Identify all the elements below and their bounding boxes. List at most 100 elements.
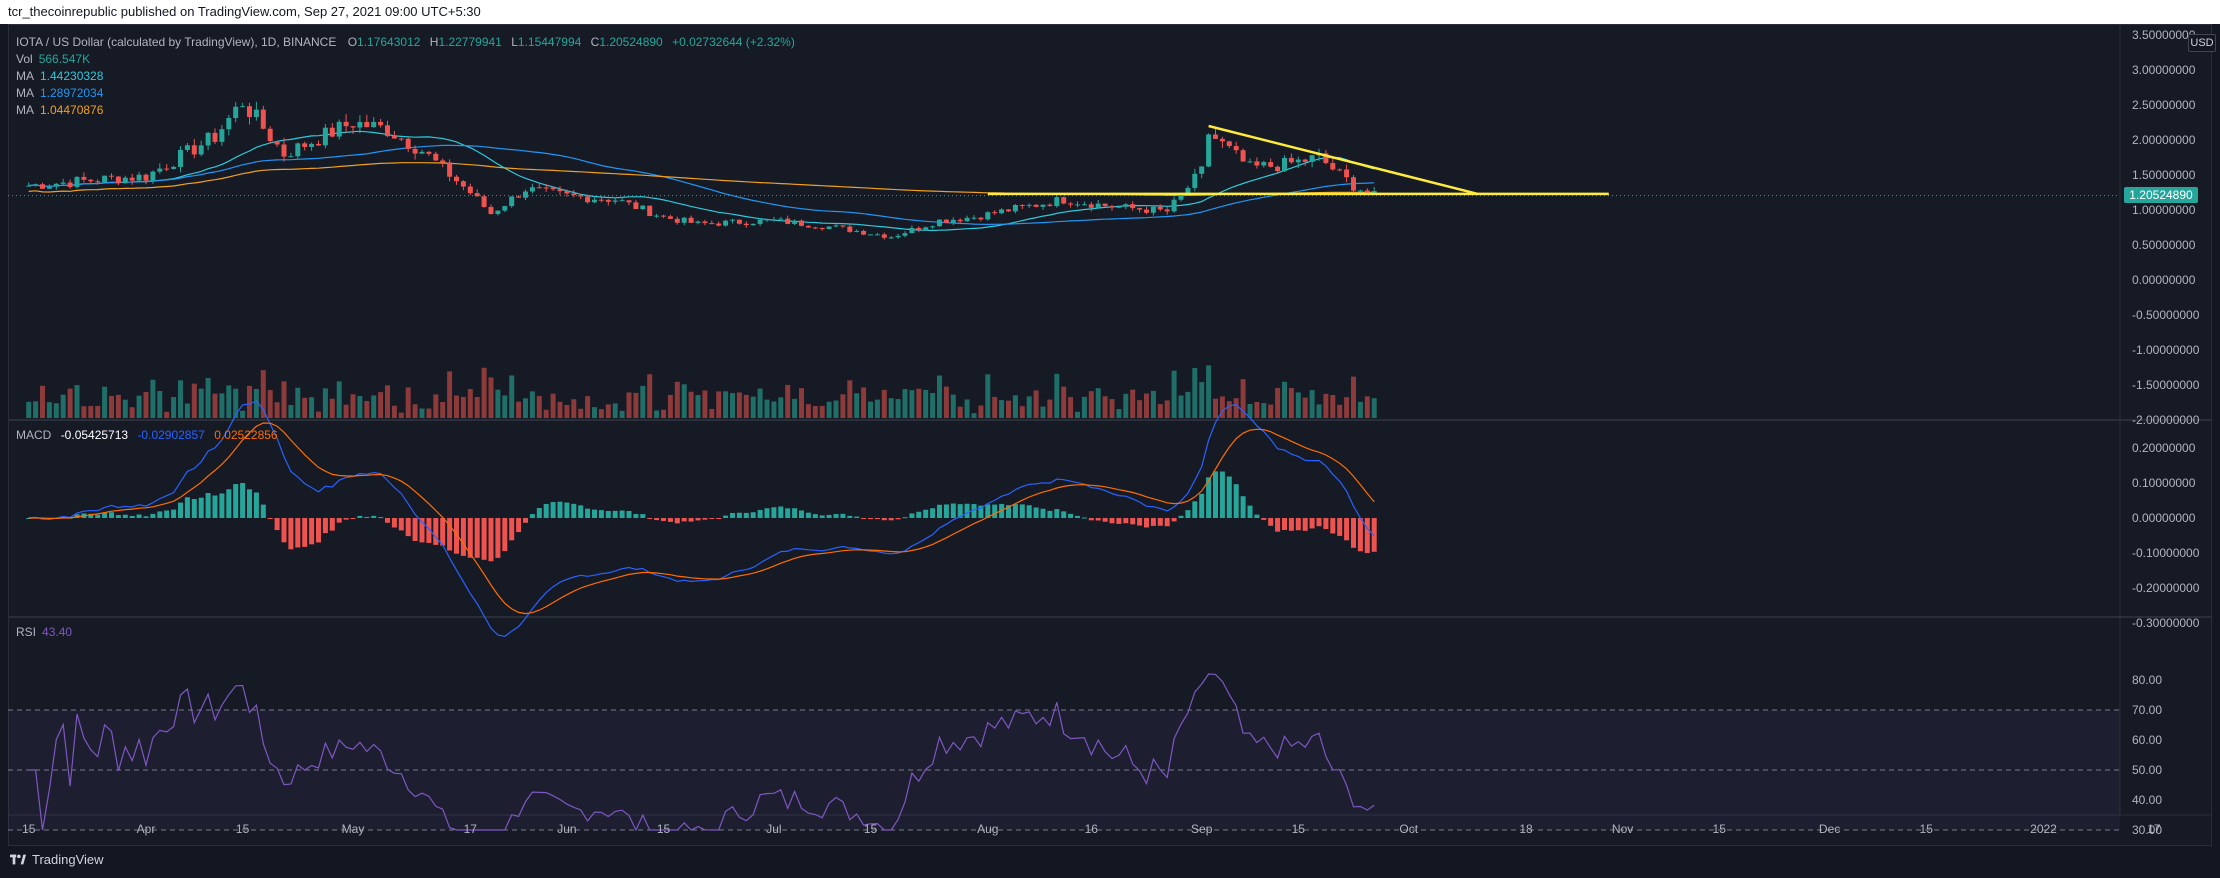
macd-histogram-bar xyxy=(1219,471,1225,518)
ma3-legend: MA 1.04470876 xyxy=(16,102,103,119)
volume-bar xyxy=(964,399,970,418)
macd-histogram-bar xyxy=(474,518,480,558)
macd-histogram-bar xyxy=(633,513,639,518)
candle xyxy=(67,182,73,187)
volume-bar xyxy=(937,375,942,418)
volume-bar xyxy=(1364,396,1370,418)
candle xyxy=(536,187,542,189)
macd-histogram-bar xyxy=(1033,507,1039,518)
volume-bar xyxy=(433,394,439,418)
volume-bar xyxy=(895,399,901,418)
macd-histogram-bar xyxy=(1150,518,1156,526)
volume-bar xyxy=(198,388,204,418)
macd-tick-label: 0.00000000 xyxy=(2132,511,2196,525)
volume-bar xyxy=(1261,403,1267,418)
macd-histogram-bar xyxy=(157,511,163,518)
macd-histogram-bar xyxy=(26,518,32,519)
candle xyxy=(509,196,515,207)
macd-histogram-bar xyxy=(1357,518,1363,552)
macd-histogram-bar xyxy=(1102,518,1108,522)
candle xyxy=(992,212,998,214)
volume-bar xyxy=(1192,368,1198,418)
candle xyxy=(329,127,335,137)
candle xyxy=(833,225,839,227)
macd-histogram-bar xyxy=(1171,518,1177,522)
macd-histogram-bar xyxy=(198,497,204,518)
volume-bar xyxy=(888,398,894,418)
candle xyxy=(743,223,749,226)
candle xyxy=(1295,159,1301,163)
macd-histogram-bar xyxy=(826,514,832,518)
macd-histogram-bar xyxy=(743,512,749,518)
macd-line-value: -0.02902857 xyxy=(137,428,205,442)
candle xyxy=(1240,150,1246,162)
ma2-value: 1.28972034 xyxy=(40,86,104,100)
macd-histogram-bar xyxy=(316,518,321,543)
tradingview-logo[interactable]: TradingView xyxy=(10,852,104,867)
macd-histogram-bar xyxy=(1054,509,1060,518)
macd-histogram-bar xyxy=(102,512,108,518)
rsi-tick-label: 50.00 xyxy=(2132,763,2162,777)
volume-bar xyxy=(488,377,494,418)
volume-bar xyxy=(633,392,639,418)
volume-bar xyxy=(736,392,742,418)
macd-histogram-bar xyxy=(122,514,128,518)
candle xyxy=(709,223,715,225)
candle xyxy=(502,206,508,211)
macd-histogram-bar xyxy=(467,518,473,558)
macd-histogram-bar xyxy=(164,510,170,518)
candle xyxy=(53,183,59,187)
volume-bar xyxy=(95,405,101,418)
price-tick-label: 0.50000000 xyxy=(2132,238,2196,252)
macd-histogram-bar xyxy=(868,518,873,520)
currency-button[interactable]: USD xyxy=(2188,34,2216,52)
time-tick-label: May xyxy=(342,822,365,836)
macd-histogram-bar xyxy=(778,506,784,518)
macd-histogram-bar xyxy=(440,518,446,546)
macd-histogram-bar xyxy=(88,513,94,518)
candle xyxy=(605,199,611,202)
volume-bar xyxy=(1226,401,1232,418)
volume-bar xyxy=(233,388,239,418)
volume-bar xyxy=(1061,386,1067,418)
macd-histogram-bar xyxy=(585,508,591,518)
macd-histogram-bar xyxy=(350,518,356,519)
candle xyxy=(164,168,170,170)
volume-bar xyxy=(812,406,818,418)
macd-histogram-bar xyxy=(1068,513,1074,518)
volume-bar xyxy=(1137,400,1143,418)
candle xyxy=(750,223,756,226)
chart-frame[interactable] xyxy=(8,24,2212,846)
candle xyxy=(778,218,784,220)
volume-bar xyxy=(1219,396,1225,418)
macd-histogram-bar xyxy=(454,518,459,554)
candle xyxy=(1068,203,1074,205)
volume-bar xyxy=(226,385,232,418)
candle xyxy=(412,148,418,154)
macd-histogram-bar xyxy=(426,518,432,543)
macd-histogram-bar xyxy=(564,502,570,518)
candle xyxy=(1006,209,1011,212)
volume-bar xyxy=(81,406,87,418)
volume-bar xyxy=(447,371,453,418)
volume-bar xyxy=(371,395,377,418)
candle xyxy=(371,121,377,128)
macd-histogram-bar xyxy=(854,516,860,518)
volume-bar xyxy=(219,393,225,418)
volume-bar xyxy=(578,408,584,418)
rsi-tick-label: 70.00 xyxy=(2132,703,2162,717)
time-tick-label: 16 xyxy=(1085,822,1099,836)
volume-bar xyxy=(1199,382,1205,418)
macd-histogram-bar xyxy=(260,504,266,518)
candle xyxy=(184,145,190,150)
resistance-trendline xyxy=(1208,124,1479,196)
macd-histogram-bar xyxy=(129,515,135,518)
macd-histogram-bar xyxy=(598,510,604,518)
candle xyxy=(1247,161,1253,163)
candle xyxy=(454,176,459,182)
volume-bar xyxy=(302,397,308,418)
volume-bar xyxy=(985,374,991,418)
price-tick-label: 2.50000000 xyxy=(2132,98,2196,112)
volume-bar xyxy=(957,406,963,418)
